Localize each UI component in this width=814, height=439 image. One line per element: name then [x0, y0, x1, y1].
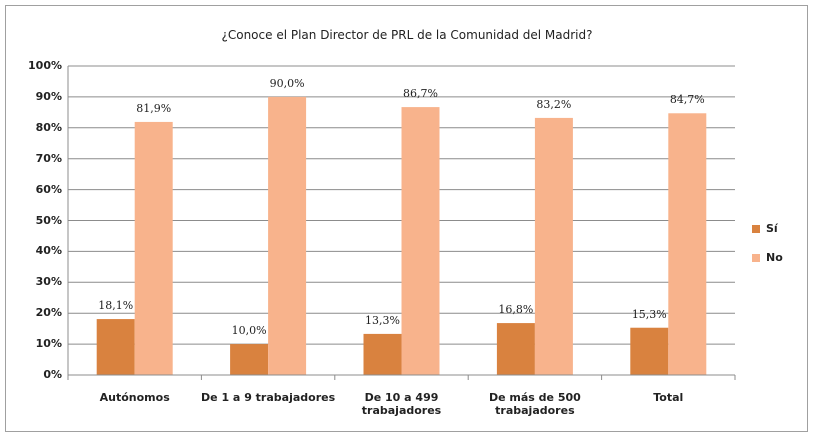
bar [630, 327, 669, 375]
y-tick-label: 30% [35, 275, 62, 289]
y-tick-label: 90% [35, 89, 62, 103]
bar [534, 117, 573, 376]
data-label: 15,3% [631, 307, 667, 321]
data-label: 10,0% [231, 324, 267, 338]
data-label: 86,7% [403, 87, 438, 101]
data-label: 84,7% [669, 93, 705, 107]
chart-frame [5, 5, 808, 432]
chart-title: ¿Conoce el Plan Director de PRL de la Co… [221, 28, 593, 42]
y-tick-label: 70% [35, 151, 62, 165]
bar [363, 333, 402, 375]
y-tick-label: 60% [35, 182, 62, 196]
x-tick-label: Autónomos [99, 391, 170, 404]
bar [668, 113, 707, 375]
data-label: 83,2% [536, 97, 572, 111]
bar [401, 107, 440, 376]
data-label: 18,1% [98, 299, 134, 313]
data-label: 81,9% [136, 101, 172, 115]
data-label: 16,8% [498, 303, 534, 317]
y-tick-label: 80% [35, 120, 62, 134]
x-tick-label: De 10 a 499 trabajadores [361, 391, 442, 417]
y-tick-label: 20% [35, 306, 62, 320]
y-tick-label: 50% [35, 213, 62, 227]
data-label: 90,0% [269, 76, 305, 90]
y-tick-label: 0% [43, 368, 62, 381]
data-label: 13,3% [365, 313, 400, 327]
bar [496, 323, 535, 375]
y-tick-label: 10% [35, 337, 62, 351]
legend-label: No [766, 251, 783, 264]
y-tick-label: 100% [28, 59, 62, 72]
bar [96, 319, 135, 375]
bar [134, 121, 173, 375]
x-tick-label: Total [653, 391, 684, 404]
x-tick-label: De 1 a 9 trabajadores [201, 391, 336, 404]
bar [268, 96, 307, 376]
legend-swatch [752, 225, 760, 233]
bar [230, 344, 269, 375]
legend-label: Sí [766, 222, 778, 235]
y-tick-label: 40% [35, 244, 62, 258]
x-tick-label: De más de 500 trabajadores [488, 391, 581, 417]
legend-swatch [752, 254, 760, 262]
